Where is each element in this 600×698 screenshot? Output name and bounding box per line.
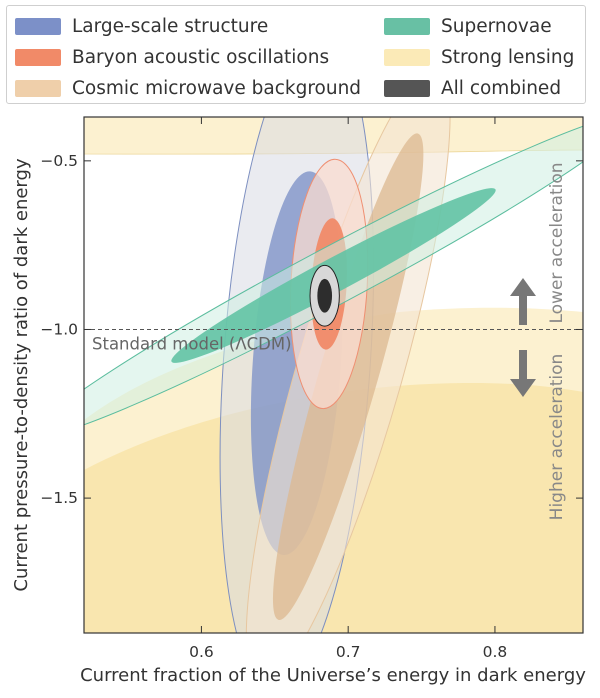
y-tick-label: −0.5 <box>40 152 78 170</box>
down-arrow-icon <box>510 350 536 397</box>
lower-acceleration-label: Lower acceleration <box>547 162 567 323</box>
legend-item-all-combined: All combined <box>384 75 561 101</box>
legend-label-cosmic-microwave-background: Cosmic microwave background <box>72 77 362 99</box>
axis-ticks: 0.6 0.7 0.8 −0.5 −1.0 −1.5 <box>40 117 583 661</box>
legend-item-large-scale-structure: Large-scale structure <box>15 13 268 39</box>
x-tick-label: 0.8 <box>483 643 508 661</box>
y-tick-label: −1.5 <box>40 489 78 507</box>
acceleration-arrows <box>510 278 536 397</box>
legend-label-all-combined: All combined <box>441 77 562 99</box>
plot-frame <box>83 116 584 634</box>
y-axis-label: Current pressure-to-density ratio of dar… <box>11 158 32 592</box>
legend-swatch-baryon-acoustic-oscillations <box>15 48 61 66</box>
x-tick-label: 0.6 <box>189 643 214 661</box>
x-axis-label: Current fraction of the Universe’s energ… <box>80 665 586 686</box>
legend-label-strong-lensing: Strong lensing <box>441 46 575 68</box>
up-arrow-icon <box>510 278 536 325</box>
legend: Large-scale structure Baryon acoustic os… <box>6 5 586 104</box>
legend-item-supernovae: Supernovae <box>384 13 552 39</box>
legend-swatch-supernovae <box>384 17 430 35</box>
y-tick-label: −1.0 <box>40 320 78 338</box>
legend-item-cosmic-microwave-background: Cosmic microwave background <box>15 75 361 101</box>
legend-swatch-all-combined <box>384 79 430 97</box>
higher-acceleration-label: Higher acceleration <box>547 354 567 521</box>
legend-item-baryon-acoustic-oscillations: Baryon acoustic oscillations <box>15 44 329 70</box>
confidence-regions <box>84 117 583 633</box>
legend-label-baryon-acoustic-oscillations: Baryon acoustic oscillations <box>72 46 330 68</box>
legend-label-supernovae: Supernovae <box>441 15 552 37</box>
legend-swatch-large-scale-structure <box>15 17 61 35</box>
legend-swatch-cosmic-microwave-background <box>15 79 61 97</box>
lcdm-label: Standard model (ΛCDM) <box>92 334 292 353</box>
legend-item-strong-lensing: Strong lensing <box>384 44 574 70</box>
legend-swatch-strong-lensing <box>384 48 430 66</box>
combined-inner-region <box>317 278 333 313</box>
legend-label-large-scale-structure: Large-scale structure <box>72 15 269 37</box>
x-tick-label: 0.7 <box>336 643 361 661</box>
